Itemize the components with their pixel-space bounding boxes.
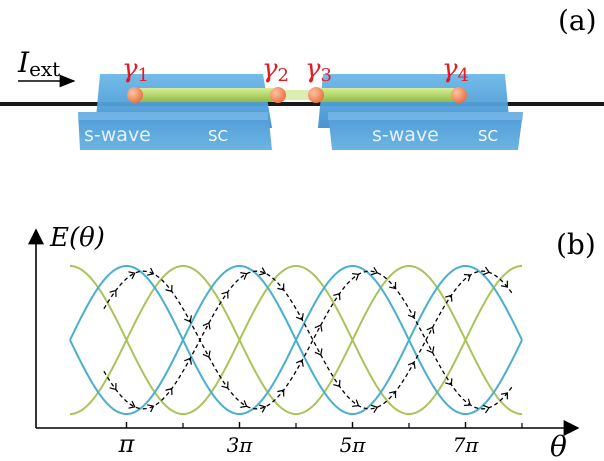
path-arrow bbox=[370, 404, 379, 414]
path-arrow bbox=[482, 266, 490, 276]
path-arrow bbox=[109, 289, 117, 297]
adiabatic-path bbox=[103, 266, 515, 414]
path-arrow bbox=[407, 361, 416, 369]
path-arrow bbox=[277, 389, 285, 397]
path-arrow bbox=[500, 392, 508, 400]
y-axis-label: E(θ) bbox=[49, 223, 105, 253]
sc-block-left: s-wave SC bbox=[78, 74, 272, 150]
path-arrow bbox=[240, 400, 248, 408]
path-arrow bbox=[333, 292, 341, 301]
sc-block-right: s-wave SC bbox=[318, 74, 523, 150]
panel-a-label: (a) bbox=[558, 4, 597, 37]
path-arrow bbox=[184, 357, 192, 365]
path-arrow bbox=[407, 311, 416, 319]
x-tick-label: 3π bbox=[227, 433, 254, 457]
path-arrow bbox=[295, 359, 304, 367]
path-arrow bbox=[463, 398, 472, 407]
energy-curves bbox=[69, 264, 523, 416]
nanowire-junction bbox=[276, 90, 318, 100]
path-arrow bbox=[389, 390, 397, 398]
path-arrow bbox=[295, 313, 304, 321]
path-arrow bbox=[109, 383, 117, 391]
nanowire-right bbox=[316, 88, 460, 102]
current-label: Iext bbox=[17, 46, 60, 81]
path-arrow bbox=[184, 315, 192, 323]
adiabatic-path-upper bbox=[103, 270, 515, 410]
path-arrow bbox=[333, 379, 341, 388]
curve-green-lower bbox=[69, 337, 523, 416]
gamma-2-label: γ2 bbox=[262, 54, 289, 86]
path-arrow bbox=[147, 267, 155, 276]
x-ticks: π 3π 5π 7π bbox=[118, 422, 523, 458]
path-arrow bbox=[352, 272, 360, 281]
majorana-dot-3 bbox=[308, 87, 324, 103]
majorana-dot-1 bbox=[127, 87, 143, 103]
path-arrow bbox=[258, 267, 267, 276]
path-arrow bbox=[314, 348, 323, 356]
path-arrow bbox=[165, 284, 173, 293]
sc-right-label: s-wave bbox=[372, 124, 439, 146]
gamma-4-label: γ4 bbox=[442, 54, 469, 86]
x-tick-label: 5π bbox=[340, 433, 367, 457]
path-arrow bbox=[482, 404, 490, 414]
path-arrow bbox=[370, 266, 379, 276]
path-arrow bbox=[221, 381, 229, 389]
path-arrow bbox=[426, 326, 435, 334]
path-arrow bbox=[426, 346, 435, 354]
path-arrow bbox=[277, 283, 285, 291]
path-arrow bbox=[147, 404, 155, 413]
path-arrow bbox=[128, 271, 136, 280]
path-arrow bbox=[500, 280, 508, 288]
sc-left-suffix: SC bbox=[208, 127, 228, 145]
curve-green-upper bbox=[69, 264, 523, 343]
path-arrow bbox=[445, 378, 453, 386]
panel-b: (b) E(θ) θ π 3π 5π 7π bbox=[28, 223, 596, 461]
x-axis-label: θ bbox=[550, 430, 567, 461]
adiabatic-path-lower bbox=[103, 270, 515, 410]
sc-left-front bbox=[78, 112, 272, 150]
path-arrow bbox=[389, 282, 397, 290]
path-arrow bbox=[221, 291, 229, 299]
path-arrow bbox=[202, 350, 211, 358]
path-arrow bbox=[314, 324, 323, 332]
majorana-dot-4 bbox=[451, 87, 467, 103]
nanowire-left bbox=[134, 88, 278, 102]
gamma-3-label: γ3 bbox=[305, 54, 332, 86]
path-arrow bbox=[352, 399, 360, 408]
path-arrow bbox=[445, 294, 453, 302]
panel-a: (a) Iext s-wave SC s-wave SC bbox=[0, 4, 604, 150]
panel-b-label: (b) bbox=[556, 228, 596, 261]
path-arrow bbox=[128, 400, 136, 409]
path-arrow bbox=[202, 322, 211, 330]
sc-right-front bbox=[328, 112, 523, 150]
path-arrow bbox=[463, 273, 472, 282]
sc-right-suffix: SC bbox=[478, 127, 498, 145]
curve-blue-lower bbox=[69, 337, 523, 416]
path-arrow bbox=[258, 404, 267, 413]
sc-left-label: s-wave bbox=[84, 124, 151, 146]
path-arrow bbox=[165, 387, 173, 396]
path-arrow bbox=[240, 272, 248, 280]
x-tick-label: 7π bbox=[453, 433, 480, 457]
gamma-1-label: γ1 bbox=[122, 54, 149, 86]
majorana-dot-2 bbox=[270, 87, 286, 103]
x-tick-label: π bbox=[118, 430, 136, 458]
curve-blue-upper bbox=[69, 264, 523, 343]
